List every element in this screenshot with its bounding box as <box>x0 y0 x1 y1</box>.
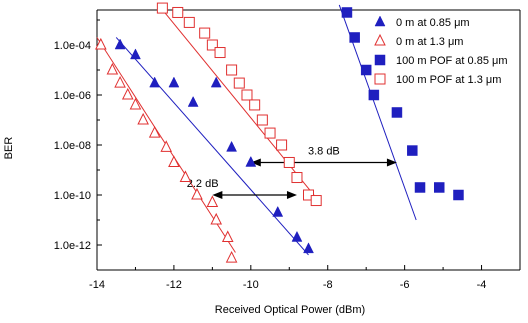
legend: 0 m at 0.85 μm 0 m at 1.3 μm 100 m POF at … <box>374 15 508 86</box>
x-axis-label: Received Optical Power (dBm) <box>215 304 365 316</box>
legend-label: 100 m POF at 1.3 μm <box>396 74 501 86</box>
plot-frame <box>96 9 521 271</box>
data-point <box>226 140 237 152</box>
data-point <box>276 139 288 151</box>
data-points <box>95 2 464 263</box>
data-point <box>303 189 314 201</box>
data-point <box>303 242 314 254</box>
data-point <box>233 77 245 89</box>
data-point <box>226 64 238 76</box>
data-point <box>391 107 403 118</box>
data-point <box>130 48 141 60</box>
data-point <box>137 112 149 125</box>
x-tick-label: -14 <box>89 279 105 291</box>
data-point <box>156 2 168 14</box>
data-point <box>272 205 284 217</box>
arrowhead-right <box>386 158 397 167</box>
data-point <box>191 187 203 200</box>
data-point <box>264 127 276 139</box>
data-point <box>368 89 380 101</box>
data-point <box>341 7 353 18</box>
data-point <box>414 182 426 193</box>
legend-marker <box>374 15 386 27</box>
data-point <box>179 170 192 183</box>
data-point <box>199 27 211 39</box>
annotations: 3.8 dB 2.2 dB <box>187 145 397 199</box>
legend-marker <box>374 33 386 46</box>
data-point <box>256 114 268 126</box>
data-point <box>168 76 180 88</box>
fit-line <box>115 37 309 256</box>
data-point <box>245 155 257 167</box>
data-point <box>114 75 126 88</box>
data-point <box>407 145 418 156</box>
data-point <box>149 76 161 88</box>
data-point <box>360 64 372 76</box>
y-axis-ticks: 1.0e-12 1.0e-10 1.0e-08 1.0e-06 1.0e-04 <box>54 19 102 271</box>
data-point <box>225 250 238 263</box>
legend-label: 0 m at 1.3 μm <box>396 36 463 48</box>
data-point <box>106 62 119 75</box>
data-point <box>95 37 107 50</box>
data-point <box>433 182 445 193</box>
data-point <box>114 38 126 50</box>
y-tick-label: 1.0e-08 <box>54 140 91 152</box>
data-point <box>183 16 195 28</box>
annotation-label: 2.2 dB <box>187 178 219 190</box>
arrowhead-right <box>286 191 297 199</box>
y-tick-label: 1.0e-04 <box>54 40 91 52</box>
data-point <box>160 140 173 152</box>
x-axis-ticks: -14 -12 -10 -8 -6 -4 <box>89 265 486 291</box>
y-tick-label: 1.0e-12 <box>54 240 91 252</box>
y-tick-label: 1.0e-06 <box>54 90 91 102</box>
data-point <box>221 230 234 242</box>
data-point <box>168 155 180 167</box>
data-point <box>172 6 184 18</box>
data-point <box>214 47 226 59</box>
legend-label: 0 m at 0.85 μm <box>396 17 470 29</box>
y-axis-label: BER <box>3 137 15 160</box>
x-tick-label: -12 <box>166 279 182 291</box>
x-tick-label: -10 <box>243 279 259 291</box>
data-point <box>210 212 223 225</box>
x-tick-label: -4 <box>477 279 487 291</box>
data-point <box>210 76 222 88</box>
data-point <box>291 230 303 242</box>
data-point <box>453 189 464 201</box>
data-point <box>291 172 303 184</box>
fit-line <box>158 4 321 203</box>
annotation-label: 3.8 dB <box>308 145 340 157</box>
data-point <box>349 32 360 43</box>
data-point <box>241 89 253 101</box>
data-point <box>206 195 219 208</box>
data-point <box>148 125 161 138</box>
data-point <box>283 156 295 168</box>
arrowhead-left <box>212 191 223 199</box>
data-point <box>249 99 261 111</box>
legend-label: 100 m POF at 0.85 μm <box>396 55 508 67</box>
legend-marker <box>374 73 386 85</box>
fit-lines <box>96 4 417 256</box>
x-tick-label: -8 <box>323 279 333 291</box>
x-tick-label: -6 <box>400 279 410 291</box>
y-tick-label: 1.0e-10 <box>54 190 91 202</box>
arrowhead-left <box>250 158 261 167</box>
data-point <box>206 39 218 51</box>
data-point <box>129 97 142 110</box>
data-point <box>310 195 322 207</box>
legend-marker <box>374 54 386 66</box>
data-point <box>187 95 199 107</box>
data-point <box>121 87 134 100</box>
